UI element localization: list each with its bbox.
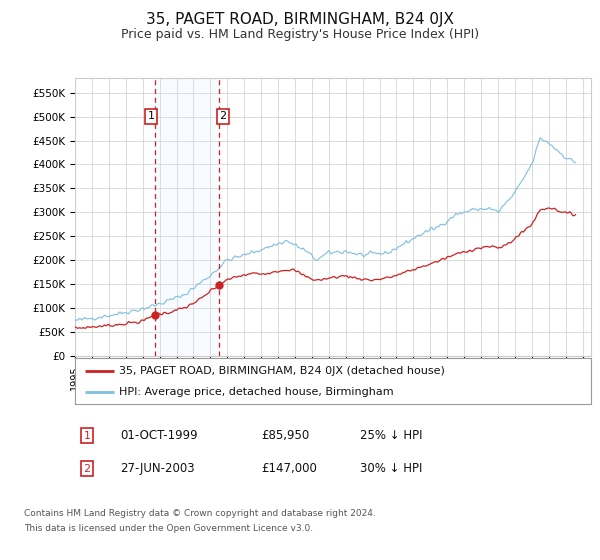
Text: Contains HM Land Registry data © Crown copyright and database right 2024.: Contains HM Land Registry data © Crown c… <box>24 509 376 518</box>
Bar <box>155 78 219 356</box>
Text: £85,950: £85,950 <box>261 429 309 442</box>
Text: 1: 1 <box>148 111 155 122</box>
Text: 30% ↓ HPI: 30% ↓ HPI <box>360 462 422 475</box>
Text: Price paid vs. HM Land Registry's House Price Index (HPI): Price paid vs. HM Land Registry's House … <box>121 28 479 41</box>
Text: 2: 2 <box>220 111 227 122</box>
Text: £147,000: £147,000 <box>261 462 317 475</box>
Text: 35, PAGET ROAD, BIRMINGHAM, B24 0JX: 35, PAGET ROAD, BIRMINGHAM, B24 0JX <box>146 12 454 27</box>
Text: 01-OCT-1999: 01-OCT-1999 <box>120 429 197 442</box>
Text: This data is licensed under the Open Government Licence v3.0.: This data is licensed under the Open Gov… <box>24 524 313 533</box>
Text: 2: 2 <box>83 464 91 474</box>
Text: 27-JUN-2003: 27-JUN-2003 <box>120 462 194 475</box>
Text: 35, PAGET ROAD, BIRMINGHAM, B24 0JX (detached house): 35, PAGET ROAD, BIRMINGHAM, B24 0JX (det… <box>119 366 445 376</box>
Text: 25% ↓ HPI: 25% ↓ HPI <box>360 429 422 442</box>
Text: 1: 1 <box>83 431 91 441</box>
Text: HPI: Average price, detached house, Birmingham: HPI: Average price, detached house, Birm… <box>119 387 394 397</box>
